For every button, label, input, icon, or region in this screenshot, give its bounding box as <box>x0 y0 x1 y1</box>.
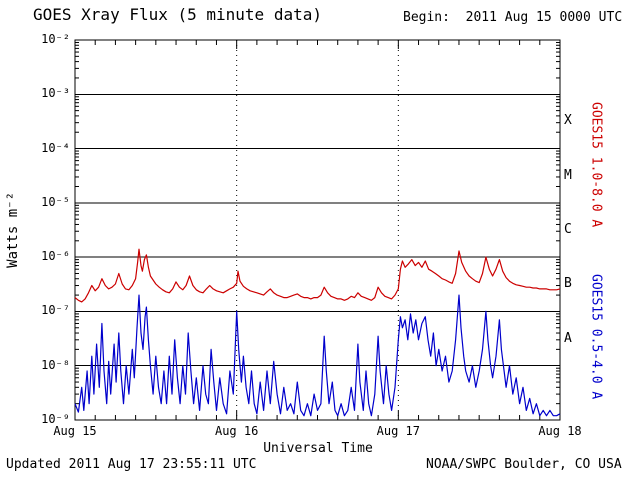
flare-class-letter-m: M <box>564 167 572 183</box>
plot-border <box>74 39 561 421</box>
y-tick-label: 10⁻⁴ <box>41 140 70 155</box>
y-tick-label: 10⁻⁵ <box>41 194 70 209</box>
x-axis-title: Universal Time <box>263 441 373 456</box>
series-label-short: GOES15 0.5-4.0 A <box>588 274 604 400</box>
x-tick-label: Aug 15 <box>53 424 97 438</box>
begin-timestamp: Begin: 2011 Aug 15 0000 UTC <box>403 10 623 25</box>
y-axis-title: Watts m⁻² <box>5 192 21 268</box>
series-label-short-wrap: GOES15 0.5-4.0 A <box>586 252 606 422</box>
x-tick-label: Aug 18 <box>538 424 582 438</box>
chart-title: GOES Xray Flux (5 minute data) <box>33 5 322 24</box>
series-label-long-wrap: GOES15 1.0-8.0 A <box>586 55 606 275</box>
source-credit: NOAA/SWPC Boulder, CO USA <box>426 457 622 472</box>
x-tick-label: Aug 16 <box>214 424 259 438</box>
x-tick-label: Aug 17 <box>376 424 420 438</box>
flare-class-letter-a: A <box>564 330 572 346</box>
y-axis-title-wrap: Watts m⁻² <box>2 40 24 420</box>
xray-long-line <box>74 248 561 303</box>
y-tick-label: 10⁻⁹ <box>41 412 70 426</box>
flare-class-letter-c: C <box>564 222 572 237</box>
y-tick-label: 10⁻² <box>41 32 70 46</box>
flare-class-letter-b: B <box>564 276 572 292</box>
xray-short-line <box>74 294 561 417</box>
y-tick-label: 10⁻⁸ <box>41 357 70 372</box>
updated-timestamp: Updated 2011 Aug 17 23:55:11 UTC <box>6 457 257 472</box>
y-tick-label: 10⁻³ <box>41 86 70 101</box>
y-tick-label: 10⁻⁷ <box>41 303 70 318</box>
series-label-long: GOES15 1.0-8.0 A <box>588 102 604 228</box>
y-tick-label: 10⁻⁶ <box>41 249 70 264</box>
flare-class-letter-x: X <box>564 113 572 129</box>
